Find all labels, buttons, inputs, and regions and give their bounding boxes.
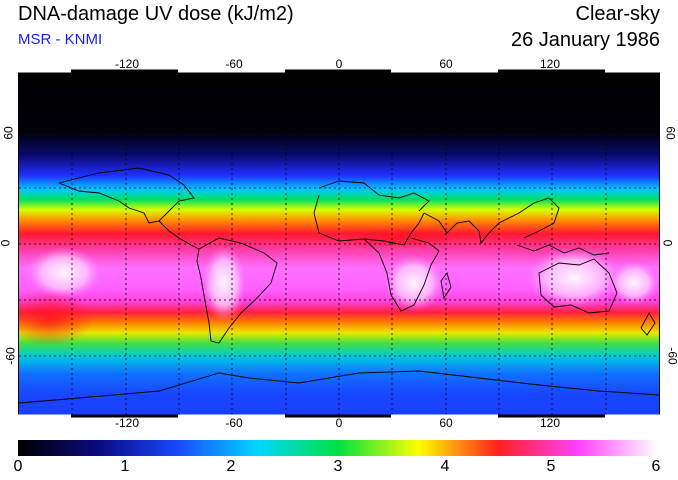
lon-label-top-60: 60 <box>439 57 453 71</box>
lat-label-left-60: 60 <box>1 126 16 140</box>
lon-label-top-0: 0 <box>335 57 343 71</box>
lat-label-right-m60: -60 <box>665 347 678 365</box>
lon-label-top-m120: -120 <box>114 57 140 71</box>
lat-label-right-0: 0 <box>660 239 675 247</box>
lon-label-top-120: 120 <box>539 57 561 71</box>
colorbar-label-6: 6 <box>651 458 661 475</box>
uv-max-south-america <box>202 245 246 321</box>
map-canvas <box>19 73 659 415</box>
lon-label-bottom-m60: -60 <box>225 416 243 430</box>
date-label: 26 January 1986 <box>510 29 660 51</box>
source-label: MSR - KNMI <box>18 31 103 48</box>
colorbar-label-2: 2 <box>226 458 236 475</box>
colorbar-fill <box>18 440 658 456</box>
colorbar-label-0: 0 <box>13 458 23 475</box>
lat-label-left-0: 0 <box>0 240 12 247</box>
lon-label-bottom-60: 60 <box>439 416 453 430</box>
colorbar-label-5: 5 <box>546 458 556 475</box>
colorbar-label-4: 4 <box>440 458 450 475</box>
lat-label-left-m60: -60 <box>3 347 18 365</box>
graticule <box>19 73 659 415</box>
map-title: DNA-damage UV dose (kJ/m2) <box>18 3 294 25</box>
lon-label-bottom-m120: -120 <box>114 416 140 430</box>
colorbar <box>18 440 658 456</box>
map-border-ticks <box>18 69 660 418</box>
lon-label-bottom-120: 120 <box>539 416 561 430</box>
colorbar-label-3: 3 <box>333 458 343 475</box>
sky-type-label: Clear-sky <box>575 3 660 25</box>
lon-label-bottom-0: 0 <box>335 416 343 430</box>
uv-max-south-africa <box>384 255 444 311</box>
uv-dose-map <box>18 72 660 416</box>
uv-band-south-pacific <box>19 290 94 346</box>
uv-max-east-pacific <box>26 247 102 299</box>
uv-max-tasman <box>609 261 659 305</box>
lat-label-right-60: 60 <box>663 126 678 140</box>
colorbar-label-1: 1 <box>120 458 130 475</box>
lon-label-top-m60: -60 <box>225 57 243 71</box>
